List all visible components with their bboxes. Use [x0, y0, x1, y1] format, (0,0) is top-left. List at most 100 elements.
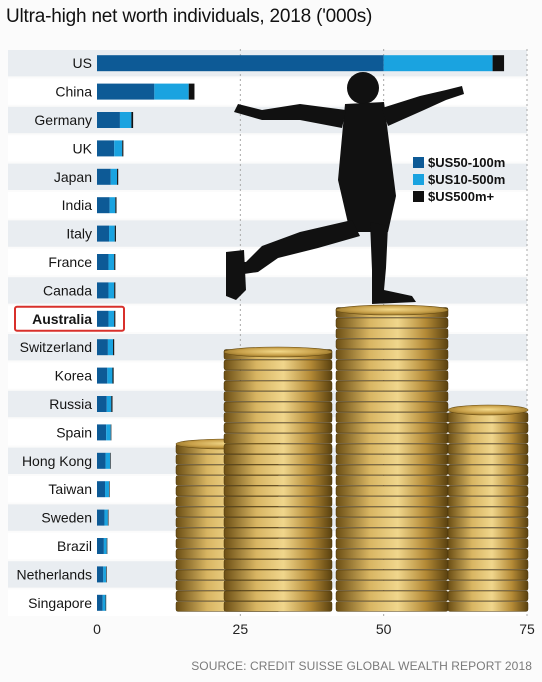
- coin: [447, 464, 529, 476]
- coin: [447, 517, 529, 528]
- category-label-spain: Spain: [56, 424, 92, 440]
- coin: [223, 485, 333, 497]
- coin: [447, 433, 529, 444]
- coin: [447, 527, 529, 539]
- legend-label-us50-100m: $US50-100m: [428, 155, 505, 170]
- bar-japan-us50-100m: [97, 168, 111, 185]
- coin: [335, 370, 449, 381]
- figure-head: [347, 72, 379, 104]
- bar-netherlands-us50-100m: [97, 566, 104, 583]
- coin: [447, 559, 529, 570]
- bar-spain-us500m: [110, 424, 112, 441]
- bar-sweden-us500m: [107, 509, 109, 526]
- figure-right-arm: [382, 86, 464, 126]
- bar-korea-us10-500m: [107, 367, 113, 384]
- bar-australia-us500m: [114, 310, 116, 327]
- bar-hong-kong-us50-100m: [97, 452, 106, 469]
- bar-singapore-us10-500m: [102, 594, 106, 611]
- figure-right-leg: [370, 222, 416, 304]
- bars: [97, 55, 505, 611]
- coin: [223, 464, 333, 476]
- bar-brazil-us50-100m: [97, 538, 104, 554]
- category-label-canada: Canada: [43, 282, 92, 298]
- bar-korea-us500m: [112, 367, 114, 384]
- coin: [223, 496, 333, 507]
- coin: [335, 569, 449, 581]
- coin: [335, 328, 449, 339]
- category-label-italy: Italy: [66, 226, 92, 242]
- bar-russia-us500m: [111, 396, 113, 412]
- bar-netherlands-us10-500m: [103, 566, 107, 583]
- bar-russia-us50-100m: [97, 396, 107, 412]
- coin: [447, 422, 529, 434]
- bar-switzerland-us10-500m: [107, 339, 114, 356]
- coin: [223, 590, 333, 602]
- coin: [223, 412, 333, 423]
- bar-us-us500m: [492, 55, 505, 72]
- row-bg-india: [8, 192, 527, 219]
- category-label-korea: Korea: [55, 368, 93, 384]
- row-bg-uk: [8, 135, 527, 162]
- bar-singapore-us500m: [105, 594, 107, 611]
- coin: [335, 559, 449, 570]
- coin: [447, 590, 529, 602]
- bar-taiwan-us50-100m: [97, 481, 106, 498]
- coin: [223, 380, 333, 392]
- bar-us-us50-100m: [97, 55, 384, 72]
- coin: [335, 433, 449, 444]
- coin: [223, 506, 333, 518]
- bar-china-us10-500m: [154, 83, 189, 100]
- category-label-russia: Russia: [49, 396, 92, 412]
- silhouette-figure: [226, 72, 464, 304]
- x-tick-label-75: 75: [519, 621, 535, 637]
- figure-left-foot: [226, 250, 246, 300]
- bar-japan-us500m: [117, 168, 119, 185]
- bar-brazil-us10-500m: [103, 538, 107, 554]
- category-label-brazil: Brazil: [57, 538, 92, 554]
- coin: [335, 527, 449, 539]
- category-label-japan: Japan: [54, 169, 92, 185]
- legend-swatch-us50-100m: [413, 157, 424, 168]
- coin-stacks-illustration: [175, 72, 529, 612]
- coin-stack-tall: [335, 304, 449, 612]
- legend-label-us10-500m: $US10-500m: [428, 172, 505, 187]
- coin: [223, 370, 333, 381]
- bar-uk-us500m: [122, 140, 124, 157]
- chart-title: Ultra-high net worth individuals, 2018 (…: [6, 6, 373, 27]
- x-tick-label-25: 25: [233, 621, 249, 637]
- coin: [447, 475, 529, 486]
- coin: [335, 359, 449, 371]
- coin: [447, 506, 529, 518]
- category-label-germany: Germany: [34, 112, 92, 128]
- coin: [335, 496, 449, 507]
- coin: [335, 380, 449, 392]
- category-label-france: France: [48, 254, 92, 270]
- bar-sweden-us50-100m: [97, 509, 105, 526]
- coin: [223, 443, 333, 455]
- bar-italy-us500m: [114, 225, 116, 242]
- bar-france-us50-100m: [97, 254, 109, 270]
- bar-germany-us10-500m: [119, 112, 132, 128]
- row-bg-canada: [8, 277, 527, 304]
- bar-france-us10-500m: [108, 254, 115, 270]
- bar-brazil-us500m: [106, 538, 108, 554]
- category-label-uk: UK: [73, 140, 93, 156]
- bar-taiwan-us500m: [109, 481, 110, 498]
- bar-canada-us10-500m: [108, 282, 115, 299]
- legend-label-us500m: $US500m+: [428, 189, 495, 204]
- coin: [335, 391, 449, 402]
- bar-uk-us10-500m: [114, 140, 123, 157]
- bar-japan-us10-500m: [110, 168, 118, 185]
- source-note: SOURCE: CREDIT SUISSE GLOBAL WEALTH REPO…: [191, 659, 532, 673]
- bar-hong-kong-us500m: [110, 452, 111, 469]
- bar-france-us500m: [114, 254, 116, 270]
- bar-switzerland-us50-100m: [97, 339, 108, 356]
- x-tick-label-50: 50: [376, 621, 392, 637]
- category-label-netherlands: Netherlands: [17, 566, 93, 582]
- category-label-switzerland: Switzerland: [20, 339, 92, 355]
- legend-swatch-us500m: [413, 191, 424, 202]
- bar-india-us500m: [115, 197, 117, 214]
- coin: [223, 359, 333, 371]
- coin: [223, 559, 333, 570]
- category-label-taiwan: Taiwan: [48, 481, 92, 497]
